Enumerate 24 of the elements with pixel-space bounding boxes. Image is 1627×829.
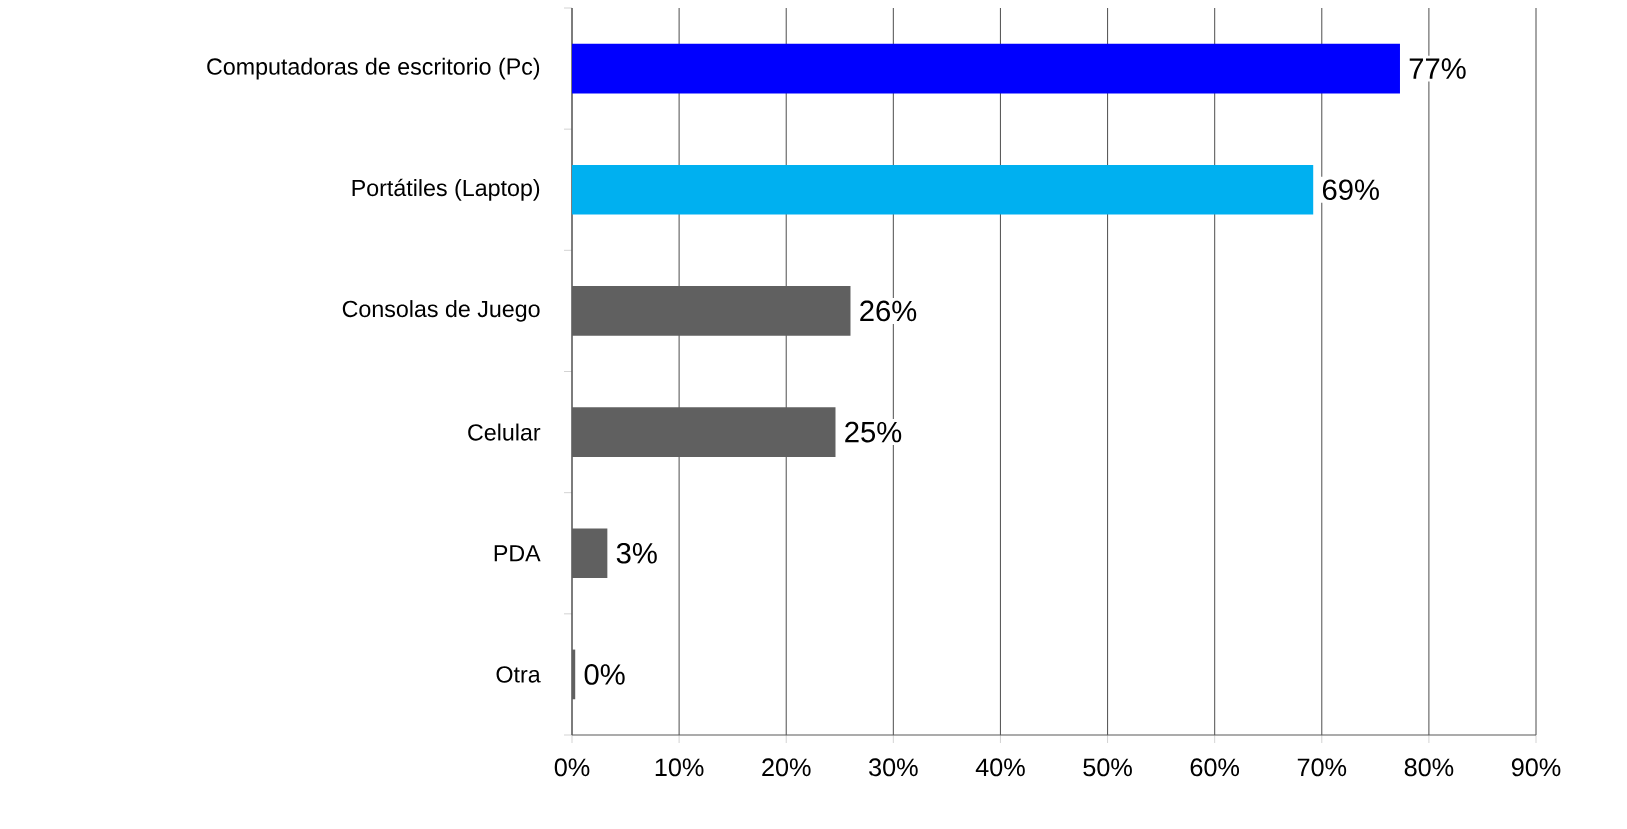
y-tick-label: Portátiles (Laptop) (352, 178, 540, 201)
bar (572, 164, 1314, 215)
y-tick-label: Otra (496, 666, 541, 683)
data-label: 0% (584, 664, 625, 685)
x-tick-label: 80% (1404, 758, 1454, 777)
x-tick-label: 30% (869, 758, 918, 777)
data-label: 25% (845, 421, 902, 443)
x-tick-label: 40% (975, 758, 1025, 777)
y-tick-label: Computadoras de escritorio (Pc) (207, 57, 540, 80)
x-tick-label: 60% (1190, 758, 1240, 777)
data-label: 69% (1322, 179, 1379, 201)
x-tick-label: 0% (554, 758, 590, 777)
x-tick-label: 50% (1083, 758, 1132, 777)
x-tick-label: 70% (1297, 758, 1347, 777)
data-label: 26% (860, 300, 917, 322)
x-tick-label: 20% (762, 758, 811, 777)
data-label: 3% (616, 542, 657, 564)
y-tick-label: PDA (494, 545, 541, 562)
y-tick-label: Consolas de Juego (342, 300, 540, 322)
data-label: 77% (1409, 58, 1466, 79)
y-tick-label: Celular (468, 423, 541, 441)
bar (572, 43, 1400, 94)
x-tick-label: 90% (1511, 758, 1561, 777)
x-tick-label: 10% (655, 758, 704, 777)
